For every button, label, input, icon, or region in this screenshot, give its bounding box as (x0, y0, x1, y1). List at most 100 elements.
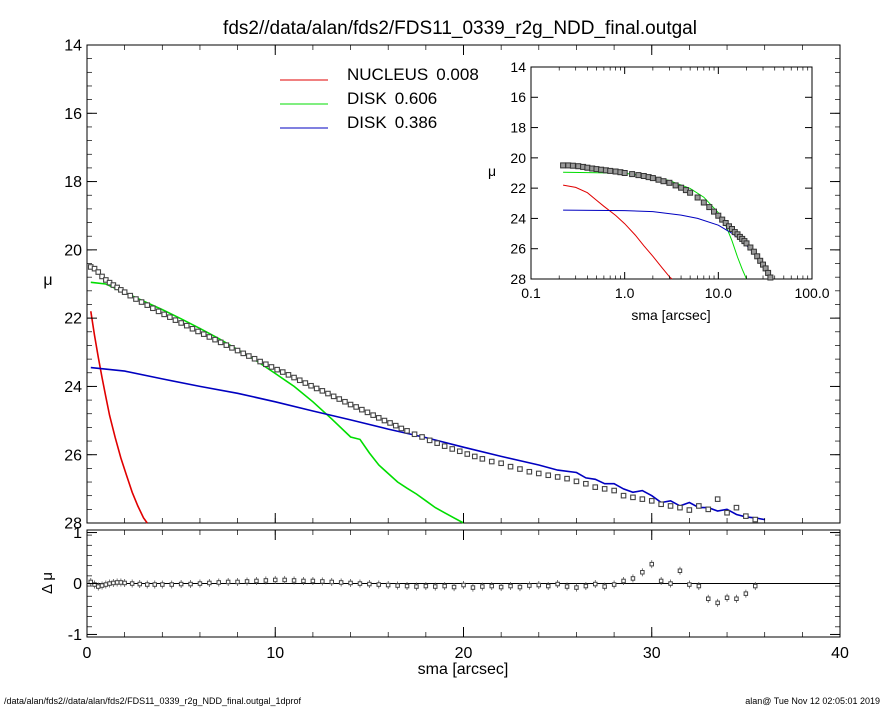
data-point (480, 584, 485, 589)
data-point (395, 583, 400, 588)
x-tick-label: 100.0 (794, 285, 829, 301)
data-point (724, 509, 730, 516)
data-point (325, 390, 331, 397)
data-point (629, 171, 636, 178)
data-point (342, 398, 348, 405)
data-point (155, 308, 162, 315)
main-y-axis-label: μ (43, 272, 52, 289)
data-point (630, 576, 636, 581)
data-point (546, 583, 551, 589)
y-tick-label: 22 (64, 311, 82, 328)
data-point (705, 506, 712, 513)
data-point (649, 175, 656, 182)
data-point (111, 580, 116, 586)
data-point (414, 584, 419, 589)
data-point (611, 582, 617, 587)
data-point (666, 179, 673, 186)
x-tick-label: 0 (83, 645, 92, 662)
data-point (640, 570, 645, 575)
y-tick-label: 22 (510, 180, 526, 196)
data-point (611, 487, 617, 494)
data-point (560, 162, 567, 169)
data-point (535, 470, 542, 477)
data-point (121, 289, 128, 295)
data-point (197, 581, 203, 586)
residual-data-points (88, 560, 758, 607)
data-point (392, 422, 399, 429)
data-point (711, 208, 717, 215)
data-point (434, 440, 440, 446)
data-point (216, 580, 221, 585)
data-point (169, 582, 174, 587)
y-tick-label: 16 (510, 89, 526, 105)
data-point (668, 581, 673, 586)
data-point (554, 474, 561, 480)
y-tick-label: 24 (510, 210, 526, 226)
data-point (686, 507, 693, 513)
data-point (464, 451, 471, 457)
legend-name-disk-2: DISK (347, 113, 387, 132)
data-point (138, 299, 145, 305)
data-point (471, 453, 478, 460)
data-point (336, 396, 343, 402)
data-point (677, 568, 683, 573)
x-axis-label: sma [arcsec] (418, 661, 509, 678)
legend-name-nucleus: NUCLEUS (347, 65, 428, 84)
legend-label-nucleus: NUCLEUS 0.008 (347, 65, 479, 84)
data-point (747, 244, 754, 251)
data-point (635, 172, 642, 179)
data-point (133, 296, 139, 302)
data-point (489, 583, 494, 589)
data-point (229, 345, 235, 351)
data-point (734, 596, 739, 601)
data-point (375, 415, 382, 421)
y-tick-label: 0 (73, 576, 82, 593)
residual-x-ticks: 0 10 20 30 40 (83, 530, 849, 662)
data-point (706, 204, 713, 211)
data-point (144, 302, 151, 308)
data-point (246, 353, 252, 359)
data-point (308, 382, 314, 389)
y-tick-label: -1 (68, 627, 82, 644)
y-tick-label: 18 (64, 174, 82, 191)
data-point (593, 581, 598, 587)
main-x-ticks (86, 45, 841, 523)
data-point (381, 417, 388, 424)
data-point (621, 578, 626, 584)
data-point (451, 584, 457, 590)
data-point (752, 516, 759, 523)
data-point (612, 168, 619, 175)
data-point (189, 325, 196, 332)
data-point (223, 342, 230, 348)
data-point (750, 248, 757, 255)
y-tick-label: 26 (510, 241, 526, 257)
data-point (733, 504, 740, 511)
data-point (338, 580, 344, 585)
data-point (376, 582, 381, 587)
data-point (103, 582, 109, 587)
y-tick-label: 14 (510, 59, 526, 75)
data-point (655, 176, 662, 183)
data-point (240, 350, 247, 357)
data-point (672, 182, 679, 189)
data-point (313, 385, 320, 392)
x-tick-label: 20 (455, 645, 473, 662)
data-point (442, 583, 447, 589)
data-point (598, 166, 605, 173)
data-point (536, 582, 541, 588)
data-point (385, 582, 391, 588)
data-point (217, 339, 224, 346)
data-point (274, 366, 280, 373)
data-point (602, 584, 607, 589)
legend-value-disk-2: 0.386 (395, 113, 438, 132)
data-point (301, 578, 306, 584)
data-point (583, 583, 589, 589)
data-point (449, 446, 456, 452)
data-point (743, 591, 749, 596)
data-point (348, 580, 353, 586)
data-point (648, 498, 655, 504)
inset-x-axis-label: sma [arcsec] (631, 307, 710, 323)
legend: NUCLEUS 0.008 DISK 0.606 DISK 0.386 (280, 65, 479, 132)
model-curve-nucleus-0 (563, 184, 673, 280)
x-tick-label: 1.0 (615, 285, 635, 301)
